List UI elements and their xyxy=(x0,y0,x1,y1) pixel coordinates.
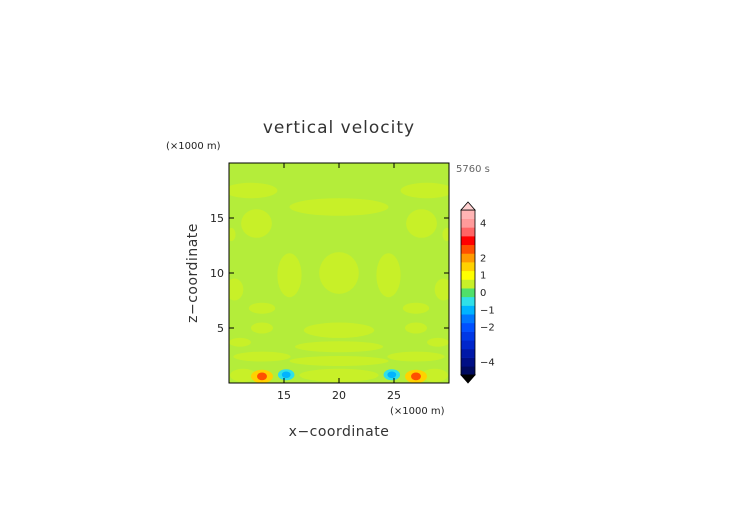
contour-cell-10 xyxy=(229,278,244,301)
contour-cell-3 xyxy=(241,209,272,238)
colorbar-swatch-6 xyxy=(461,314,475,324)
contour-cell-18 xyxy=(229,337,251,347)
y-tick-label-2: 15 xyxy=(210,212,224,225)
contour-cell-24 xyxy=(230,368,257,382)
contour-cell-23 xyxy=(299,368,379,382)
colorbar-swatch-5 xyxy=(461,322,475,332)
colorbar: 4 2 1 0 −1 −2 −4 xyxy=(460,201,495,384)
contour-cell-14 xyxy=(251,322,273,334)
colorbar-swatch-7 xyxy=(461,305,475,315)
colorbar-swatch-13 xyxy=(461,253,475,263)
colorbar-swatch-1 xyxy=(461,357,475,367)
x-tick-label-1: 20 xyxy=(332,389,346,402)
contour-cell-4 xyxy=(406,209,437,238)
contour-cell-21 xyxy=(387,351,445,362)
contour-cell-9 xyxy=(376,253,401,298)
contour-cell-0 xyxy=(229,182,278,199)
colorbar-swatch-9 xyxy=(461,288,475,298)
x-axis-label: x−coordinate xyxy=(289,424,390,440)
contour-cell-17 xyxy=(295,341,383,353)
x-tick-label-0: 15 xyxy=(277,389,291,402)
contour-cell-6 xyxy=(442,227,449,242)
contour-cell-7 xyxy=(277,253,302,298)
x-axis-unit: (×1000 m) xyxy=(390,406,445,417)
colorbar-min-triangle xyxy=(460,374,476,384)
contour-cell-11 xyxy=(434,278,449,301)
contour-cell-25 xyxy=(421,368,448,382)
contour-cell-33 xyxy=(387,371,397,379)
y-axis-label: z−coordinate xyxy=(185,223,201,323)
contour-cell-13 xyxy=(402,302,430,314)
colorbar-swatch-14 xyxy=(461,244,475,254)
contour-cell-29 xyxy=(411,372,421,381)
x-tick-label-2: 25 xyxy=(387,389,401,402)
colorbar-tick-label-0: 4 xyxy=(480,219,486,230)
chart-title: vertical velocity xyxy=(263,118,415,138)
colorbar-swatch-18 xyxy=(461,210,475,219)
plot-area: 15 20 25 5 10 15 xyxy=(210,162,450,402)
colorbar-swatch-11 xyxy=(461,270,475,280)
contour-cell-1 xyxy=(400,182,449,199)
colorbar-tick-label-2: 1 xyxy=(480,271,486,282)
contour-cell-20 xyxy=(233,351,291,362)
colorbar-swatch-8 xyxy=(461,296,475,306)
contour-fills xyxy=(229,182,449,383)
colorbar-swatch-10 xyxy=(461,279,475,289)
contour-cell-22 xyxy=(289,356,389,366)
time-label: 5760 s xyxy=(456,164,490,175)
colorbar-max-triangle xyxy=(460,201,476,211)
colorbar-swatch-0 xyxy=(461,366,475,376)
y-tick-label-0: 5 xyxy=(217,322,224,335)
contour-cell-27 xyxy=(257,372,267,381)
colorbar-tick-label-3: 0 xyxy=(480,288,486,299)
contour-cell-15 xyxy=(405,322,427,334)
contour-cell-5 xyxy=(229,227,236,242)
contour-cell-8 xyxy=(319,252,359,294)
colorbar-tick-label-4: −1 xyxy=(480,305,495,316)
colorbar-swatch-2 xyxy=(461,348,475,358)
colorbar-tick-label-6: −4 xyxy=(480,357,495,368)
axis-ticks: 15 20 25 5 10 15 xyxy=(210,163,449,402)
y-tick-label-1: 10 xyxy=(210,267,224,280)
contour-cell-19 xyxy=(427,337,449,347)
colorbar-swatch-12 xyxy=(461,262,475,272)
colorbar-swatch-17 xyxy=(461,218,475,228)
y-axis-unit: (×1000 m) xyxy=(166,141,221,152)
colorbar-swatch-3 xyxy=(461,340,475,350)
contour-cell-31 xyxy=(281,371,291,379)
colorbar-swatch-4 xyxy=(461,331,475,341)
colorbar-swatch-15 xyxy=(461,236,475,246)
colorbar-tick-label-5: −2 xyxy=(480,323,495,334)
contour-cell-2 xyxy=(289,198,389,216)
colorbar-tick-label-1: 2 xyxy=(480,253,486,264)
colorbar-swatch-16 xyxy=(461,227,475,237)
contour-cell-12 xyxy=(248,302,276,314)
contour-cell-16 xyxy=(303,322,375,338)
